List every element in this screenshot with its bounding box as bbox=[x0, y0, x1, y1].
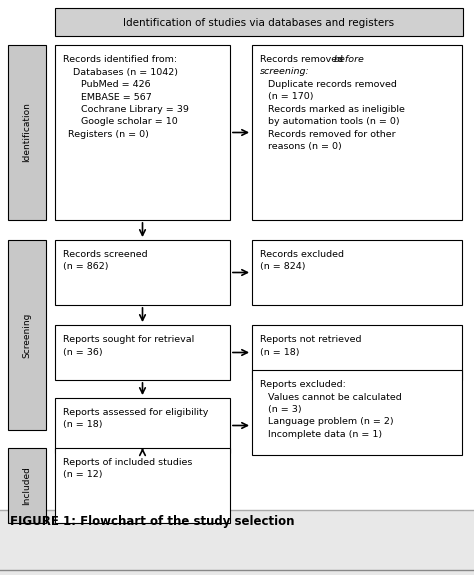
Bar bbox=[0, 510, 474, 575]
Text: Records excluded: Records excluded bbox=[260, 250, 344, 259]
Bar bbox=[252, 325, 462, 380]
Text: Registers (n = 0): Registers (n = 0) bbox=[68, 130, 149, 139]
Text: (n = 170): (n = 170) bbox=[268, 93, 313, 102]
Text: Records screened: Records screened bbox=[63, 250, 147, 259]
Text: (n = 3): (n = 3) bbox=[268, 405, 301, 414]
Text: Reports assessed for eligibility: Reports assessed for eligibility bbox=[63, 408, 209, 417]
Bar bbox=[8, 240, 46, 430]
Bar bbox=[55, 398, 230, 453]
Text: PubMed = 426: PubMed = 426 bbox=[81, 80, 151, 89]
Text: Reports not retrieved: Reports not retrieved bbox=[260, 335, 362, 344]
Text: Records marked as ineligible: Records marked as ineligible bbox=[268, 105, 405, 114]
Text: (n = 36): (n = 36) bbox=[63, 347, 103, 356]
Text: Cochrane Library = 39: Cochrane Library = 39 bbox=[81, 105, 189, 114]
Bar bbox=[55, 325, 230, 380]
Text: (n = 824): (n = 824) bbox=[260, 263, 306, 271]
Bar bbox=[252, 240, 462, 305]
Text: screening:: screening: bbox=[260, 67, 310, 76]
Text: (n = 18): (n = 18) bbox=[260, 347, 300, 356]
Text: Values cannot be calculated: Values cannot be calculated bbox=[268, 393, 402, 401]
Text: Incomplete data (n = 1): Incomplete data (n = 1) bbox=[268, 430, 382, 439]
Text: before: before bbox=[334, 55, 365, 64]
Text: (n = 862): (n = 862) bbox=[63, 263, 109, 271]
Text: FIGURE 1: Flowchart of the study selection: FIGURE 1: Flowchart of the study selecti… bbox=[10, 515, 294, 528]
Text: Records identified from:: Records identified from: bbox=[63, 55, 177, 64]
Text: Identification of studies via databases and registers: Identification of studies via databases … bbox=[123, 18, 394, 28]
Text: Identification: Identification bbox=[22, 102, 31, 162]
Text: Databases (n = 1042): Databases (n = 1042) bbox=[73, 67, 178, 76]
Text: (n = 12): (n = 12) bbox=[63, 470, 102, 480]
Text: Google scholar = 10: Google scholar = 10 bbox=[81, 117, 178, 126]
Bar bbox=[55, 240, 230, 305]
Text: Reports excluded:: Reports excluded: bbox=[260, 380, 346, 389]
Text: by automation tools (n = 0): by automation tools (n = 0) bbox=[268, 117, 400, 126]
Text: Language problem (n = 2): Language problem (n = 2) bbox=[268, 417, 393, 427]
Text: EMBASE = 567: EMBASE = 567 bbox=[81, 93, 152, 102]
Text: Records removed: Records removed bbox=[260, 55, 346, 64]
Text: Reports of included studies: Reports of included studies bbox=[63, 458, 192, 467]
Bar bbox=[55, 448, 230, 523]
Text: Duplicate records removed: Duplicate records removed bbox=[268, 80, 397, 89]
Text: reasons (n = 0): reasons (n = 0) bbox=[268, 143, 342, 151]
Bar bbox=[252, 45, 462, 220]
Bar bbox=[8, 45, 46, 220]
Text: Records removed for other: Records removed for other bbox=[268, 130, 396, 139]
Text: Reports sought for retrieval: Reports sought for retrieval bbox=[63, 335, 194, 344]
Bar bbox=[8, 448, 46, 523]
Text: Included: Included bbox=[22, 466, 31, 505]
Bar bbox=[252, 370, 462, 455]
Bar bbox=[55, 45, 230, 220]
Text: (n = 18): (n = 18) bbox=[63, 420, 102, 430]
Bar bbox=[55, 8, 463, 36]
Text: Screening: Screening bbox=[22, 312, 31, 358]
